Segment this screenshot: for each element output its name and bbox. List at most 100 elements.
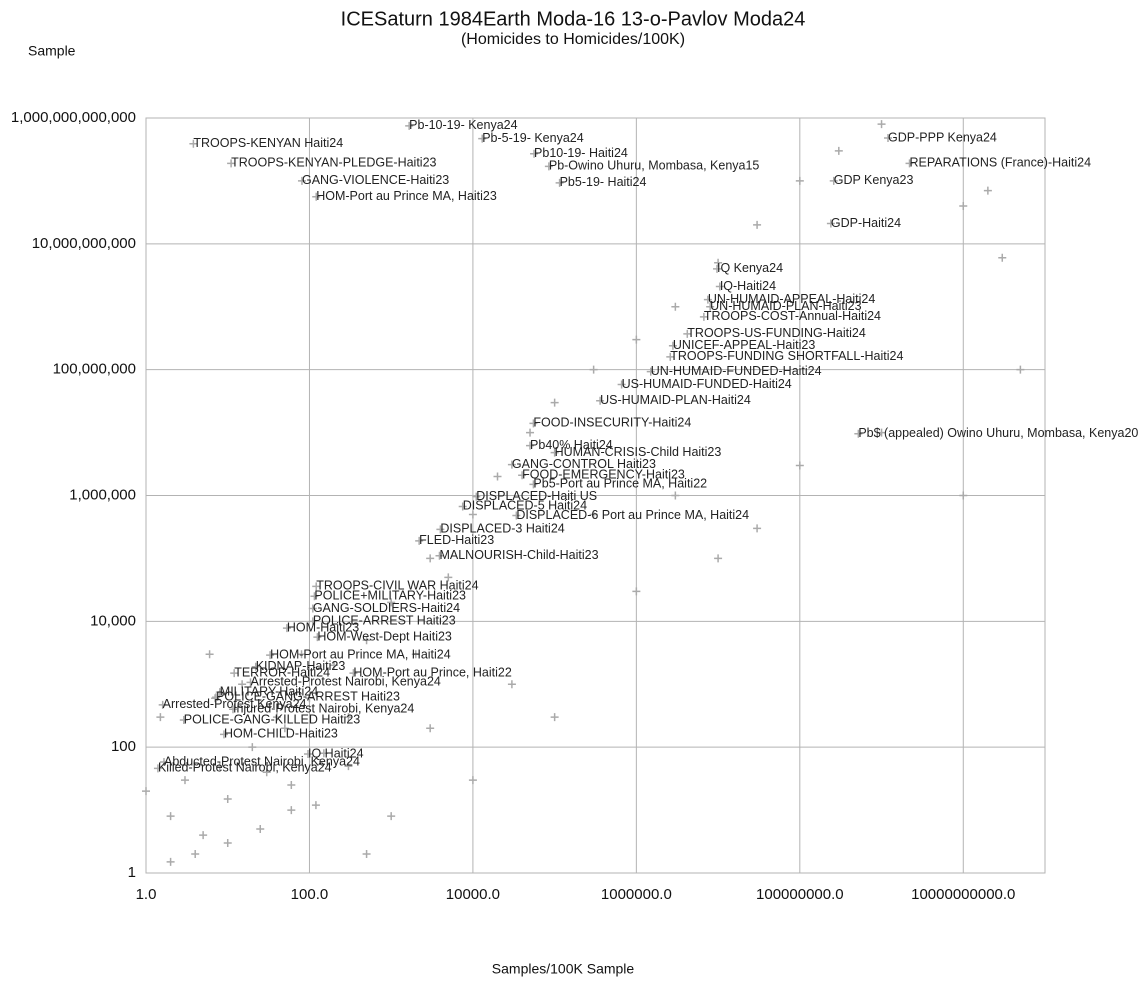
point-label: MILITARY-Haiti24	[220, 684, 318, 698]
point-label: Arrested-Protest Nairobi, Kenya24	[251, 675, 441, 689]
labeled-point	[472, 492, 481, 501]
labeled-point	[313, 633, 322, 642]
point	[142, 787, 150, 796]
labeled-point	[529, 480, 538, 489]
labeled-point	[246, 678, 255, 687]
point	[468, 510, 477, 519]
point-label: UN-HUMAID-APPEAL-Haiti24	[708, 292, 875, 306]
chart-subtitle: (Homicides to Homicides/100K)	[461, 31, 685, 48]
labeled-point	[512, 511, 521, 520]
point	[223, 795, 232, 804]
labeled-point	[829, 176, 838, 185]
labeled-point	[884, 134, 893, 143]
point	[507, 680, 516, 689]
point-label: Injured-Protest Nairobi, Kenya24	[233, 702, 414, 716]
labeled-point	[304, 749, 313, 758]
point-label: DISPLACED-3 Haiti24	[440, 522, 564, 536]
point-label: HOM-West-Dept Haiti23	[317, 629, 452, 643]
point-label: POLICE-ARREST Haiti23	[313, 614, 456, 628]
labeled-point	[310, 592, 319, 601]
y-axis-label: Sample	[28, 43, 76, 59]
labeled-point	[158, 700, 167, 709]
point	[180, 776, 189, 785]
labeled-point	[308, 604, 317, 613]
x-tick-label: 100000000.0	[756, 886, 844, 903]
labeled-point	[212, 693, 221, 702]
point	[426, 724, 435, 733]
point	[297, 650, 306, 659]
labeled-point	[826, 219, 835, 228]
point	[272, 713, 281, 722]
labeled-point	[312, 192, 321, 201]
point-label: GDP-Haiti24	[831, 216, 901, 230]
point-label: TROOPS-FUNDING SHORTFALL-Haiti24	[670, 349, 903, 363]
point-label: TROOPS-KENYAN-PLEDGE-Haiti23	[231, 156, 436, 170]
labeled-point	[617, 380, 626, 389]
point-label: GANG-CONTROL Haiti23	[512, 457, 656, 471]
point	[166, 857, 175, 866]
point	[362, 636, 371, 645]
labeled-point	[596, 396, 605, 405]
labeled-point	[478, 134, 487, 143]
point	[156, 713, 165, 722]
point	[671, 491, 680, 500]
point-label: DISPLACED-5 Haiti24	[463, 499, 587, 513]
point	[248, 743, 257, 752]
point-label: FLED-Haiti23	[419, 533, 494, 547]
x-tick-label: 100.0	[291, 886, 329, 903]
y-tick-label: 100,000,000	[53, 361, 136, 378]
labeled-point	[529, 419, 538, 428]
point-label: Pb5-19- Haiti24	[560, 175, 647, 189]
point-label: Pb40% Haiti24	[530, 438, 613, 452]
labeled-point	[266, 651, 275, 660]
labeled-point	[189, 139, 198, 148]
x-axis-label: Samples/100K Sample	[492, 961, 635, 977]
point	[387, 812, 396, 821]
point	[526, 428, 535, 437]
labeled-point	[436, 525, 445, 534]
point	[550, 398, 559, 407]
labeled-point	[215, 688, 224, 697]
point-label: GDP-PPP Kenya24	[888, 130, 997, 144]
x-tick-label: 1000000.0	[601, 886, 672, 903]
point-label: Pb-10-19- Kenya24	[409, 118, 517, 132]
point	[319, 749, 328, 758]
y-tick-label: 1,000,000	[69, 486, 136, 503]
point	[834, 146, 843, 155]
labeled-point	[905, 159, 914, 168]
point	[238, 680, 247, 689]
labeled-point	[159, 758, 168, 767]
point	[411, 650, 420, 659]
labeled-point	[297, 176, 306, 185]
labeled-point	[544, 162, 553, 171]
labeled-point	[668, 341, 677, 350]
point	[589, 510, 598, 519]
point-label: Arrested-Protest Kenya24	[163, 697, 307, 711]
point-label: TROOPS-CIVIL WAR Haiti24	[316, 579, 478, 593]
labeled-point	[555, 178, 564, 187]
point-label: GANG-VIOLENCE-Haiti23	[302, 173, 449, 187]
point-label: REPARATIONS (France)-Haiti24	[910, 156, 1092, 170]
chart-title: ICESaturn 1984Earth Moda-16 13-o-Pavlov …	[341, 8, 806, 30]
point-label: POLICE-GANG-ARREST Haiti23	[216, 690, 400, 704]
labeled-point	[713, 264, 722, 273]
point-label: IQ Haiti24	[308, 746, 364, 760]
y-tick-label: 1	[128, 864, 136, 881]
point	[166, 812, 175, 821]
point-label: GANG-SOLDIERS-Haiti24	[313, 601, 460, 615]
labeled-point	[308, 617, 317, 626]
point	[632, 335, 641, 344]
point	[191, 850, 200, 859]
point	[211, 694, 220, 703]
labeled-point	[530, 149, 539, 158]
point	[632, 587, 641, 596]
point	[714, 554, 723, 563]
point	[959, 201, 968, 210]
labeled-point	[228, 705, 237, 714]
labeled-point	[683, 329, 692, 338]
point	[795, 461, 804, 470]
labeled-point	[415, 536, 424, 545]
y-tick-label: 100	[111, 738, 136, 755]
point-label: Killed-Protest Nairobi, Kenya24	[158, 761, 332, 775]
x-tick-label: 1.0	[136, 886, 157, 903]
